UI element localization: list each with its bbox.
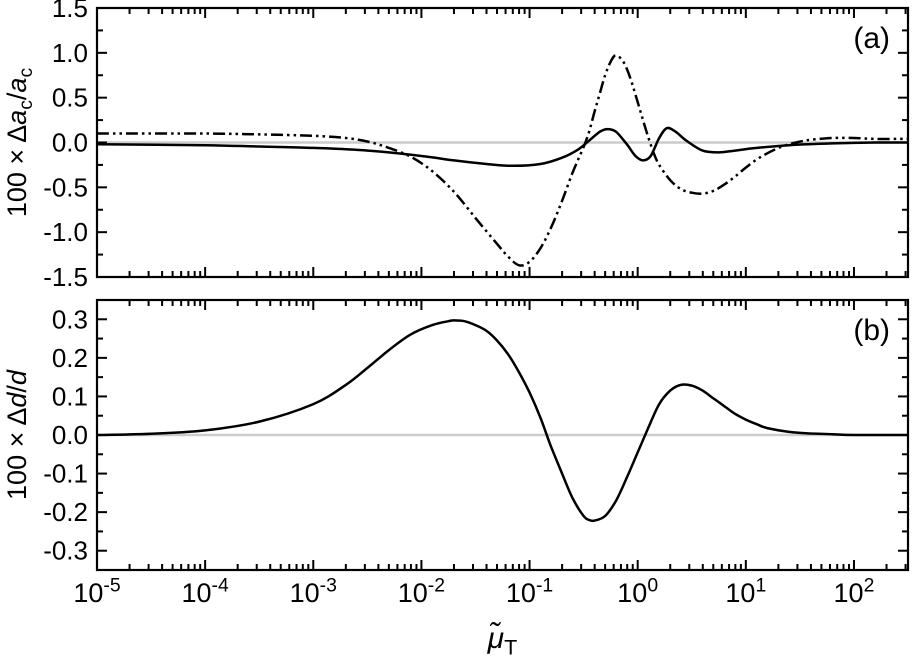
dash-dot-dot-curve bbox=[97, 54, 908, 267]
x-tick-label: 100 bbox=[617, 575, 658, 608]
x-tick-label: 10-2 bbox=[398, 575, 445, 608]
solid-curve bbox=[97, 319, 908, 523]
y-tick-label: 0.0 bbox=[52, 128, 88, 158]
panel-tag: (a) bbox=[853, 22, 890, 55]
x-tick-label: 10-3 bbox=[290, 575, 337, 608]
y-tick-label: 0.1 bbox=[52, 381, 88, 411]
y-tick-label: 0.5 bbox=[52, 83, 88, 113]
y-tick-label: 1.0 bbox=[52, 38, 88, 68]
x-tick-label: 10-5 bbox=[73, 575, 120, 608]
y-tick-label: -0.2 bbox=[43, 497, 88, 527]
y-tick-label: 0.0 bbox=[52, 420, 88, 450]
curves-group bbox=[97, 319, 908, 523]
x-tick-label: 101 bbox=[725, 575, 766, 608]
y-tick-label: 1.5 bbox=[52, 0, 88, 23]
panel-frame bbox=[95, 6, 910, 279]
panel-frame bbox=[95, 298, 910, 572]
y-axis-title: 100 × Δd/d bbox=[2, 369, 32, 500]
y-tick-label: -0.3 bbox=[43, 536, 88, 566]
y-tick-label: -1.0 bbox=[43, 217, 88, 247]
panel-tag: (b) bbox=[853, 314, 890, 347]
y-tick-label: -0.1 bbox=[43, 459, 88, 489]
y-tick-label: -1.5 bbox=[43, 262, 88, 292]
curves-group bbox=[97, 54, 908, 267]
y-tick-label: -0.5 bbox=[43, 172, 88, 202]
y-tick-label: 0.3 bbox=[52, 304, 88, 334]
x-tick-label: 102 bbox=[834, 575, 875, 608]
solid-curve bbox=[97, 126, 908, 168]
y-tick-label: 0.2 bbox=[52, 343, 88, 373]
x-tick-label: 10-1 bbox=[506, 575, 553, 608]
x-tick-label: 10-4 bbox=[181, 575, 229, 608]
x-axis-title: μ̃T bbox=[487, 622, 518, 660]
y-axis-title: 100 × Δac/ac bbox=[2, 68, 37, 218]
